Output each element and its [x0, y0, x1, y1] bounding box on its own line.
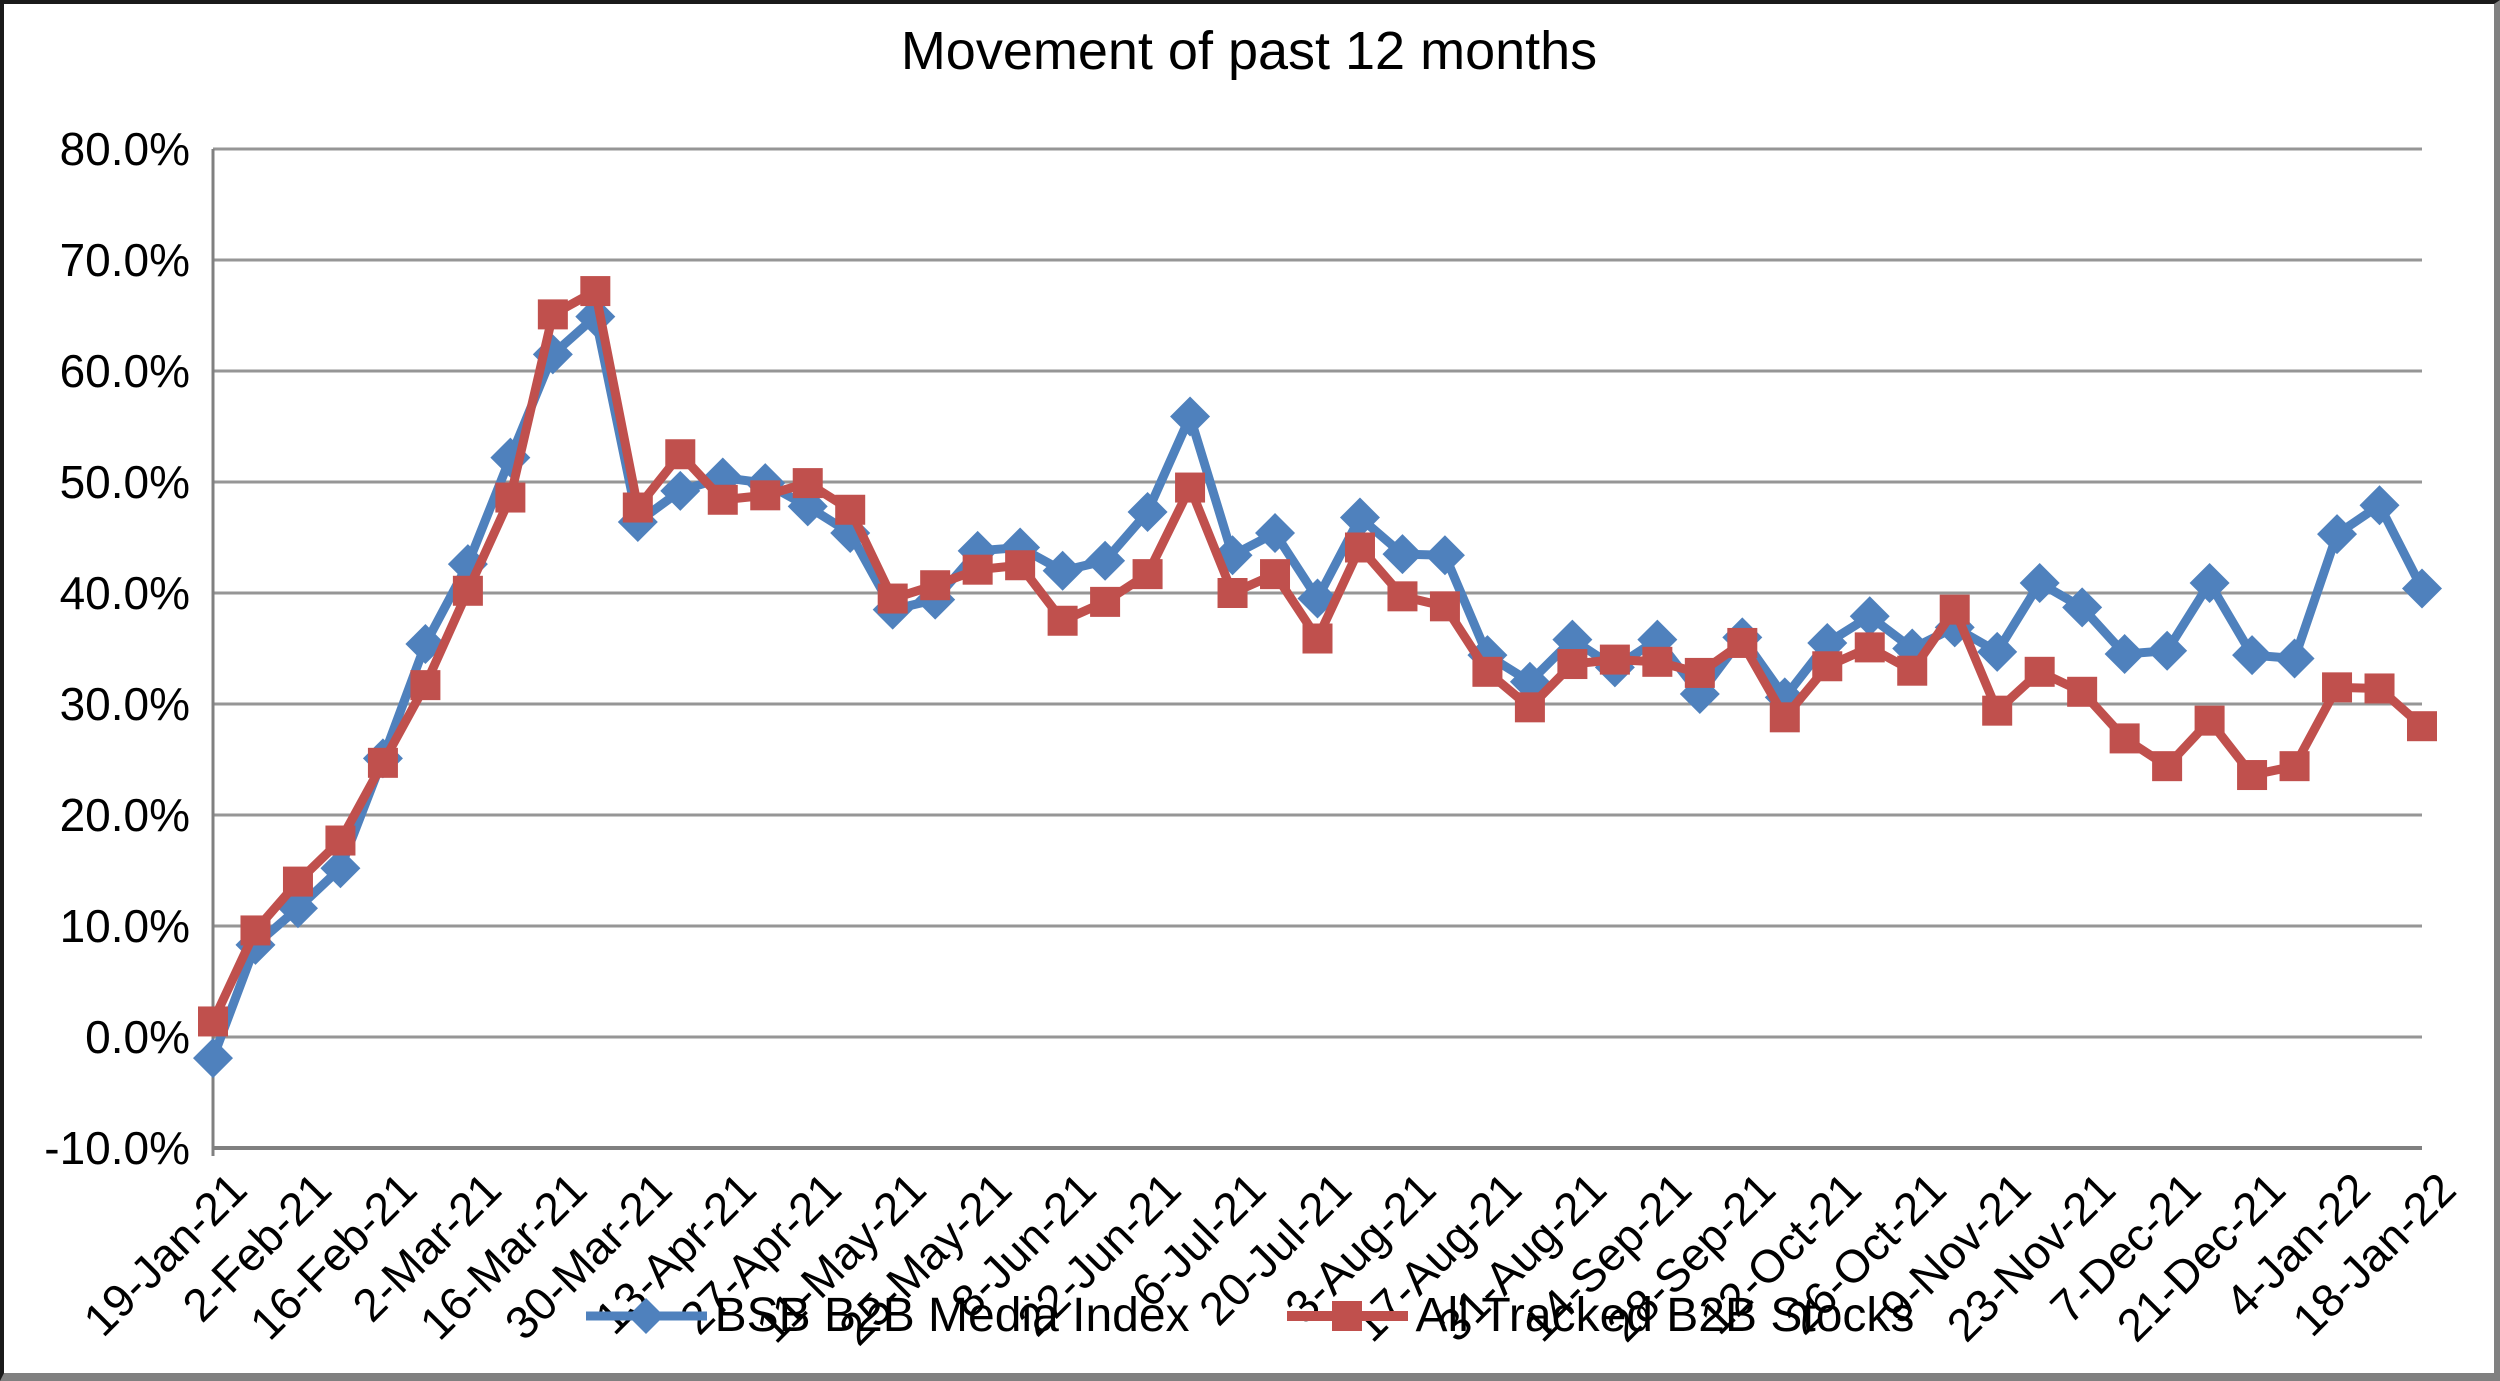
data-point-square [1302, 623, 1333, 654]
data-point-square [622, 492, 653, 523]
data-point-square [1982, 695, 2013, 726]
data-point-diamond [2274, 638, 2315, 679]
data-point-diamond [193, 1038, 233, 1079]
y-tick-label: 80.0% [59, 123, 190, 175]
data-point-square [1387, 581, 1418, 612]
data-point-square [325, 825, 356, 856]
y-tick-label: 20.0% [59, 789, 190, 841]
data-point-diamond [320, 848, 361, 889]
legend-item-all-tracked-b2b-stocks: All Tracked B2B Stocks [1285, 1288, 1915, 1343]
data-point-square [1429, 591, 1460, 622]
data-point-diamond [2402, 568, 2442, 609]
data-point-diamond [2019, 563, 2060, 604]
data-point-square [580, 276, 611, 307]
data-point-diamond [1977, 631, 2018, 672]
data-point-square [1090, 586, 1121, 617]
data-point-square [282, 866, 313, 897]
data-point-square [877, 583, 908, 614]
data-point-diamond [2189, 563, 2230, 604]
data-point-diamond [2232, 635, 2273, 676]
data-point-diamond [2359, 485, 2400, 526]
data-point-square [2109, 723, 2140, 754]
data-point-square [1260, 559, 1291, 590]
data-point-square [537, 299, 568, 330]
data-point-square [1472, 656, 1503, 687]
data-point-square [1642, 646, 1673, 677]
data-point-diamond [660, 470, 701, 511]
data-point-diamond [2147, 630, 2188, 671]
y-tick-label: 70.0% [59, 234, 190, 286]
legend-label: All Tracked B2B Stocks [1415, 1289, 1915, 1342]
data-point-square [1812, 651, 1843, 682]
y-tick-label: 0.0% [85, 1011, 190, 1063]
data-point-square [2279, 751, 2310, 782]
data-point-diamond [1382, 534, 1423, 575]
y-tick-label: 30.0% [59, 678, 190, 730]
data-point-square [410, 670, 441, 701]
data-point-square [2067, 676, 2098, 707]
data-point-diamond [1849, 596, 1890, 637]
data-point-square [1514, 692, 1545, 723]
data-point-square [1939, 594, 1970, 625]
data-point-diamond [1170, 396, 1211, 437]
legend-line-square-icon [1286, 1300, 1408, 1331]
data-point-square [2024, 656, 2055, 687]
data-point-square [452, 575, 483, 606]
data-point-square [1599, 644, 1630, 675]
data-point-square [1684, 657, 1715, 688]
y-tick-label: 50.0% [59, 456, 190, 508]
y-tick-label: 10.0% [59, 900, 190, 952]
data-point-square [240, 915, 271, 946]
data-point-square [1175, 472, 1206, 503]
data-point-square [792, 468, 823, 499]
y-tick-label: 60.0% [59, 345, 190, 397]
data-point-diamond [1127, 491, 1168, 532]
data-point-square [1854, 632, 1885, 663]
data-point-square [1217, 578, 1248, 608]
data-point-square [1897, 655, 1928, 686]
data-point-diamond [1042, 550, 1083, 591]
data-point-square [707, 484, 738, 515]
data-point-square [2237, 760, 2268, 791]
data-point-square [962, 554, 993, 585]
legend-line-diamond-icon [585, 1297, 707, 1334]
data-point-square [2322, 672, 2353, 703]
data-point-square [2194, 705, 2225, 736]
data-point-square [1344, 532, 1375, 563]
chart-title: Movement of past 12 months [900, 21, 1598, 81]
data-point-square [665, 439, 696, 470]
data-point-diamond [2062, 587, 2103, 628]
legend: BSB B2B Media Index All Tracked B2B Stoc… [4, 1288, 2494, 1343]
data-point-square [1132, 559, 1163, 590]
data-point-square [2407, 711, 2437, 742]
y-tick-label: -10.0% [44, 1122, 190, 1174]
data-point-square [1005, 550, 1036, 581]
data-point-diamond [1424, 535, 1465, 576]
data-point-square [198, 1006, 228, 1037]
y-tick-label: 40.0% [59, 567, 190, 619]
data-point-square [1769, 702, 1800, 733]
series-line-all-tracked-b2b-stocks [208, 286, 2427, 1026]
legend-item-bsb-b2b-media-index: BSB B2B Media Index [584, 1288, 1190, 1343]
data-point-square [2364, 673, 2395, 704]
data-point-square [835, 494, 866, 525]
data-point-square [495, 482, 526, 513]
plot-area [193, 147, 2442, 1156]
data-point-square [1727, 627, 1758, 658]
data-point-diamond [1085, 540, 1126, 581]
data-point-square [367, 747, 398, 778]
data-point-diamond [1255, 513, 1296, 554]
data-point-square [2152, 751, 2183, 782]
legend-label: BSB B2B Media Index [714, 1289, 1190, 1342]
data-point-square [1047, 605, 1078, 636]
data-point-diamond [2104, 634, 2145, 675]
data-point-diamond [1339, 497, 1380, 538]
data-point-square [750, 480, 781, 511]
data-point-square [1557, 649, 1588, 680]
data-point-diamond [2317, 514, 2358, 555]
data-point-square [920, 570, 951, 601]
